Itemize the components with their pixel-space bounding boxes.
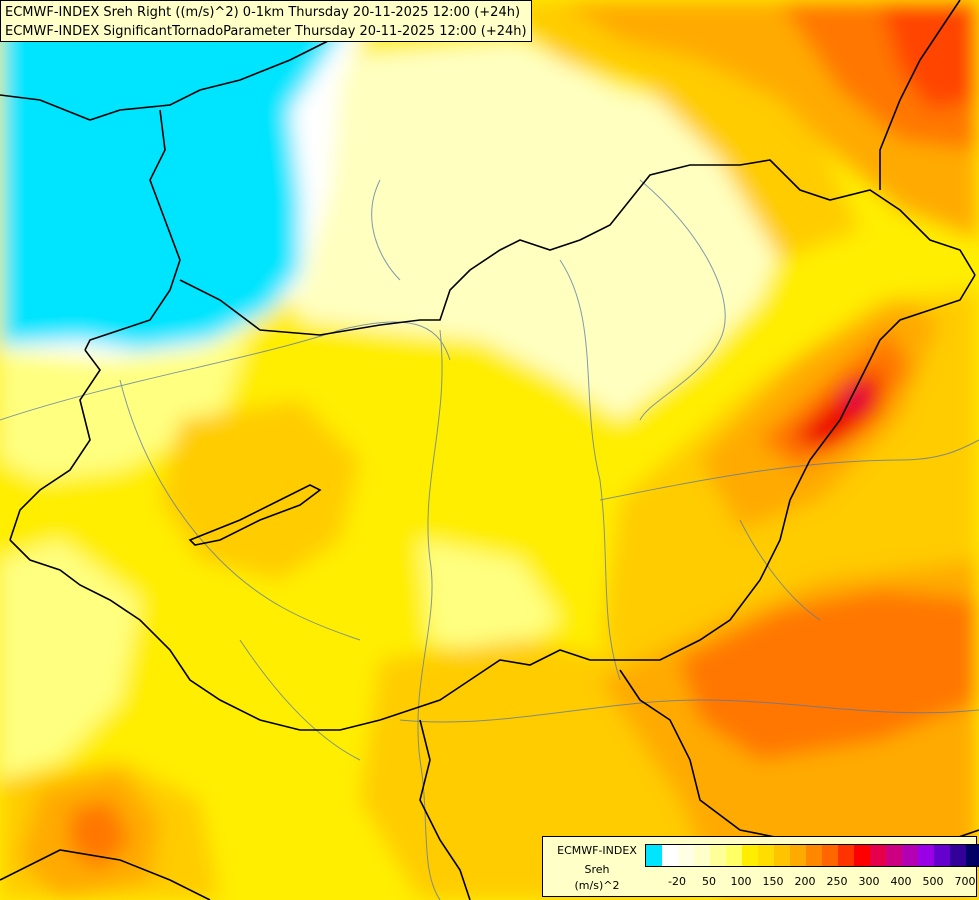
legend-swatch [806,845,822,866]
legend-swatch [790,845,806,866]
river-3 [559,259,621,681]
legend-tick-label: 150 [762,875,784,888]
legend-swatch [758,845,774,866]
legend-swatch [662,845,678,866]
legend-tick-label: 700 [954,875,976,888]
legend-swatch [726,845,742,866]
field-dark-orange-southeast [680,590,979,760]
title-line-2: ECMWF-INDEX SignificantTornadoParameter … [5,24,527,39]
legend-tick-label: 400 [890,875,912,888]
legend-unit: (m/s)^2 [574,879,620,892]
legend-swatch [966,845,979,866]
legend-swatch [774,845,790,866]
field-dark-orange-sw [70,800,130,870]
field-gold-central [160,400,360,580]
border-hungary-south [9,539,381,731]
legend-swatch [870,845,886,866]
river-10 [371,179,401,281]
river-6 [599,439,979,501]
legend-tick-label: 300 [858,875,880,888]
river-1 [0,321,451,421]
map-title-box: ECMWF-INDEX Sreh Right ((m/s)^2) 0-1km T… [0,0,532,42]
river-2 [417,329,443,900]
color-legend: ECMWF-INDEX Sreh (m/s)^2 -20 50 100 150 200 2… [542,836,979,897]
legend-tick-label: 250 [826,875,848,888]
field-light-west-south [0,540,140,780]
legend-swatch [742,845,758,866]
legend-swatch [678,845,694,866]
legend-tick-label: -20 [668,875,686,888]
border-hungary-east [379,274,976,721]
lake-balaton [188,484,322,546]
border-ukraine-poland [879,0,961,190]
legend-swatch [902,845,918,866]
river-9 [739,519,821,621]
legend-variable: Sreh [584,863,610,876]
legend-swatch [934,845,950,866]
border-hungary-west [9,349,101,541]
rivers [0,179,979,900]
border-slovakia-south [179,159,976,336]
legend-tick-label: 200 [794,875,816,888]
field-light-center-south [420,540,560,660]
field-red-northeast [880,0,979,110]
legend-source: ECMWF-INDEX [557,844,637,857]
legend-swatch [950,845,966,866]
field-cyan [0,0,360,350]
legend-swatch [822,845,838,866]
legend-swatch [854,845,870,866]
border-slovenia-croatia [0,849,211,900]
legend-swatch [918,845,934,866]
field-gold-northeast [500,0,860,260]
legend-swatch [694,845,710,866]
river-7 [239,639,361,761]
legend-tick-label: 50 [702,875,716,888]
legend-swatches [645,844,979,867]
title-line-1: ECMWF-INDEX Sreh Right ((m/s)^2) 0-1km T… [5,5,521,20]
river-5 [399,699,979,723]
river-8 [119,379,361,641]
legend-tick-label: 100 [730,875,752,888]
border-czech-slovak [84,109,181,351]
legend-tick-label: 500 [922,875,944,888]
legend-swatch [646,845,662,866]
legend-swatch [710,845,726,866]
border-serbia-croatia [419,719,471,900]
river-4 [639,179,726,421]
legend-swatch [838,845,854,866]
legend-swatch [886,845,902,866]
